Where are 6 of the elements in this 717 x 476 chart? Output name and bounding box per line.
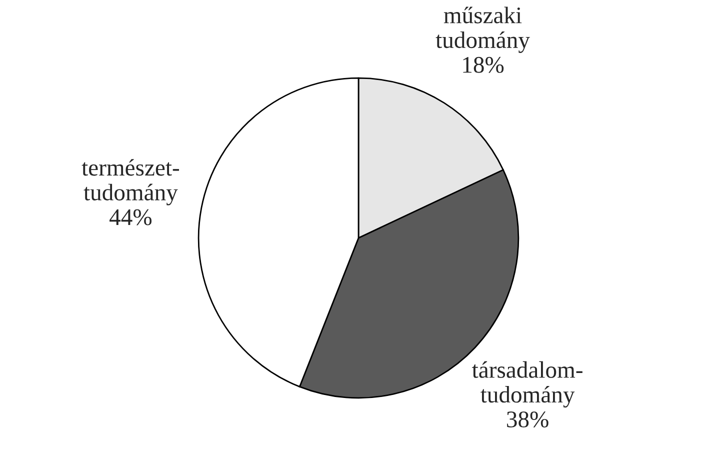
- data-label: 44%: [110, 209, 152, 226]
- data-label: 18%: [463, 56, 504, 73]
- slice-label: műszaki tudomány: [436, 6, 530, 53]
- slice-label: társadalom- tudomány: [472, 361, 582, 408]
- slice-label: természet- tudomány: [82, 159, 180, 206]
- data-label: 38%: [507, 411, 548, 428]
